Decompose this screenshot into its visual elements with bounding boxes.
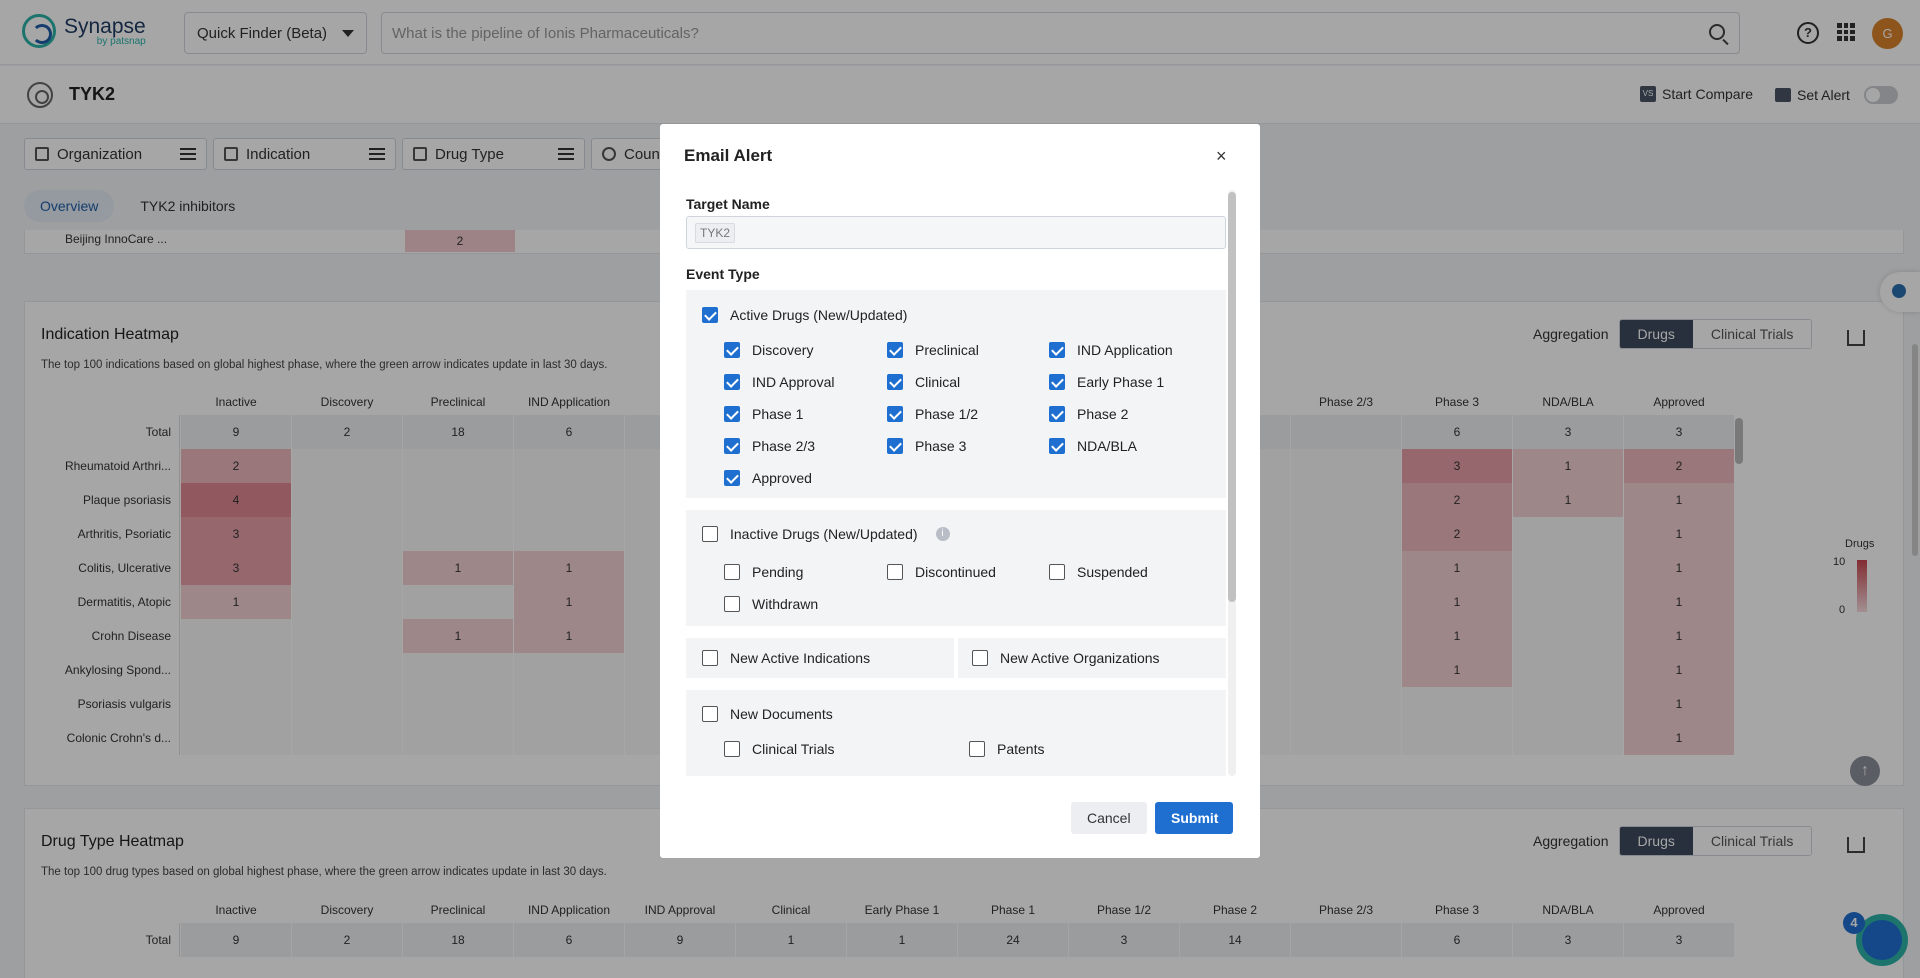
checkbox-label: New Active Organizations xyxy=(1000,650,1160,666)
checkbox-checked xyxy=(1049,406,1065,422)
close-icon[interactable]: × xyxy=(1216,146,1227,167)
active-drugs-checkbox[interactable]: Active Drugs (New/Updated) xyxy=(702,307,907,323)
checkbox-checked xyxy=(724,374,740,390)
email-alert-modal: Email Alert × Target Name TYK2 Event Typ… xyxy=(660,124,1260,858)
checkbox-unchecked xyxy=(887,564,903,580)
target-name-label: Target Name xyxy=(686,196,770,212)
pending-checkbox[interactable]: Pending xyxy=(724,564,803,580)
phase-3-checkbox[interactable]: Phase 3 xyxy=(887,438,966,454)
new-organizations-group: New Active Organizations xyxy=(958,638,1226,678)
checkbox-checked xyxy=(1049,342,1065,358)
ind-approval-checkbox[interactable]: IND Approval xyxy=(724,374,834,390)
new-indications-group: New Active Indications xyxy=(686,638,954,678)
modal-title: Email Alert xyxy=(684,146,772,166)
target-name-field[interactable]: TYK2 xyxy=(686,216,1226,249)
ind-application-checkbox[interactable]: IND Application xyxy=(1049,342,1173,358)
checkbox-checked xyxy=(887,406,903,422)
patents-checkbox[interactable]: Patents xyxy=(969,741,1044,757)
discontinued-checkbox[interactable]: Discontinued xyxy=(887,564,996,580)
checkbox-label: Approved xyxy=(752,470,812,486)
modal-body: Target Name TYK2 Event Type Active Drugs… xyxy=(686,190,1234,776)
phase-1-2-checkbox[interactable]: Phase 1/2 xyxy=(887,406,978,422)
clinical-trials-checkbox[interactable]: Clinical Trials xyxy=(724,741,834,757)
checkbox-unchecked xyxy=(724,564,740,580)
preclinical-checkbox[interactable]: Preclinical xyxy=(887,342,979,358)
checkbox-label: NDA/BLA xyxy=(1077,438,1137,454)
discovery-checkbox[interactable]: Discovery xyxy=(724,342,813,358)
info-icon[interactable]: i xyxy=(936,527,950,541)
checkbox-checked xyxy=(887,342,903,358)
checkbox-label: Phase 3 xyxy=(915,438,966,454)
phase-1-checkbox[interactable]: Phase 1 xyxy=(724,406,803,422)
new-documents-checkbox[interactable]: New Documents xyxy=(702,706,833,722)
checkbox-unchecked xyxy=(724,741,740,757)
checkbox-label: New Documents xyxy=(730,706,833,722)
checkbox-label: Clinical xyxy=(915,374,960,390)
checkbox-label: Withdrawn xyxy=(752,596,818,612)
checkbox-label: IND Approval xyxy=(752,374,834,390)
nda-bla-checkbox[interactable]: NDA/BLA xyxy=(1049,438,1137,454)
new-documents-group: New Documents Clinical Trials Patents xyxy=(686,690,1226,776)
checkbox-checked xyxy=(1049,438,1065,454)
checkbox-checked xyxy=(887,374,903,390)
checkbox-checked xyxy=(887,438,903,454)
checkbox-label: Phase 1 xyxy=(752,406,803,422)
active-drugs-group: Active Drugs (New/Updated) Discovery Pre… xyxy=(686,290,1226,498)
checkbox-label: New Active Indications xyxy=(730,650,870,666)
checkbox-label: IND Application xyxy=(1077,342,1173,358)
checkbox-unchecked xyxy=(702,650,718,666)
clinical-checkbox[interactable]: Clinical xyxy=(887,374,960,390)
inactive-drugs-group: Inactive Drugs (New/Updated) i Pending Di… xyxy=(686,510,1226,626)
checkbox-unchecked xyxy=(724,596,740,612)
checkbox-label: Preclinical xyxy=(915,342,979,358)
checkbox-unchecked xyxy=(1049,564,1065,580)
phase-2-checkbox[interactable]: Phase 2 xyxy=(1049,406,1128,422)
checkbox-label: Pending xyxy=(752,564,803,580)
event-type-label: Event Type xyxy=(686,266,760,282)
checkbox-label: Phase 2/3 xyxy=(752,438,815,454)
cancel-button[interactable]: Cancel xyxy=(1071,802,1147,834)
inactive-drugs-checkbox[interactable]: Inactive Drugs (New/Updated) i xyxy=(702,526,950,542)
checkbox-label: Discontinued xyxy=(915,564,996,580)
checkbox-checked xyxy=(702,307,718,323)
checkbox-label: Phase 2 xyxy=(1077,406,1128,422)
checkbox-label: Discovery xyxy=(752,342,813,358)
new-active-indications-checkbox[interactable]: New Active Indications xyxy=(702,650,870,666)
checkbox-label: Suspended xyxy=(1077,564,1148,580)
checkbox-label: Patents xyxy=(997,741,1044,757)
phase-2-3-checkbox[interactable]: Phase 2/3 xyxy=(724,438,815,454)
new-active-organizations-checkbox[interactable]: New Active Organizations xyxy=(972,650,1160,666)
early-phase-1-checkbox[interactable]: Early Phase 1 xyxy=(1049,374,1164,390)
checkbox-label: Active Drugs (New/Updated) xyxy=(730,307,907,323)
withdrawn-checkbox[interactable]: Withdrawn xyxy=(724,596,818,612)
checkbox-unchecked xyxy=(972,650,988,666)
suspended-checkbox[interactable]: Suspended xyxy=(1049,564,1148,580)
checkbox-checked xyxy=(1049,374,1065,390)
checkbox-checked xyxy=(724,406,740,422)
modal-scrollbar[interactable] xyxy=(1228,190,1236,776)
submit-button[interactable]: Submit xyxy=(1155,802,1233,834)
checkbox-checked xyxy=(724,470,740,486)
checkbox-unchecked xyxy=(702,526,718,542)
target-tag: TYK2 xyxy=(695,223,735,243)
checkbox-label: Early Phase 1 xyxy=(1077,374,1164,390)
approved-checkbox[interactable]: Approved xyxy=(724,470,812,486)
checkbox-checked xyxy=(724,342,740,358)
checkbox-unchecked xyxy=(702,706,718,722)
checkbox-label: Phase 1/2 xyxy=(915,406,978,422)
checkbox-label: Clinical Trials xyxy=(752,741,834,757)
checkbox-checked xyxy=(724,438,740,454)
checkbox-label: Inactive Drugs (New/Updated) xyxy=(730,526,918,542)
modal-scrollbar-thumb[interactable] xyxy=(1228,192,1236,602)
checkbox-unchecked xyxy=(969,741,985,757)
